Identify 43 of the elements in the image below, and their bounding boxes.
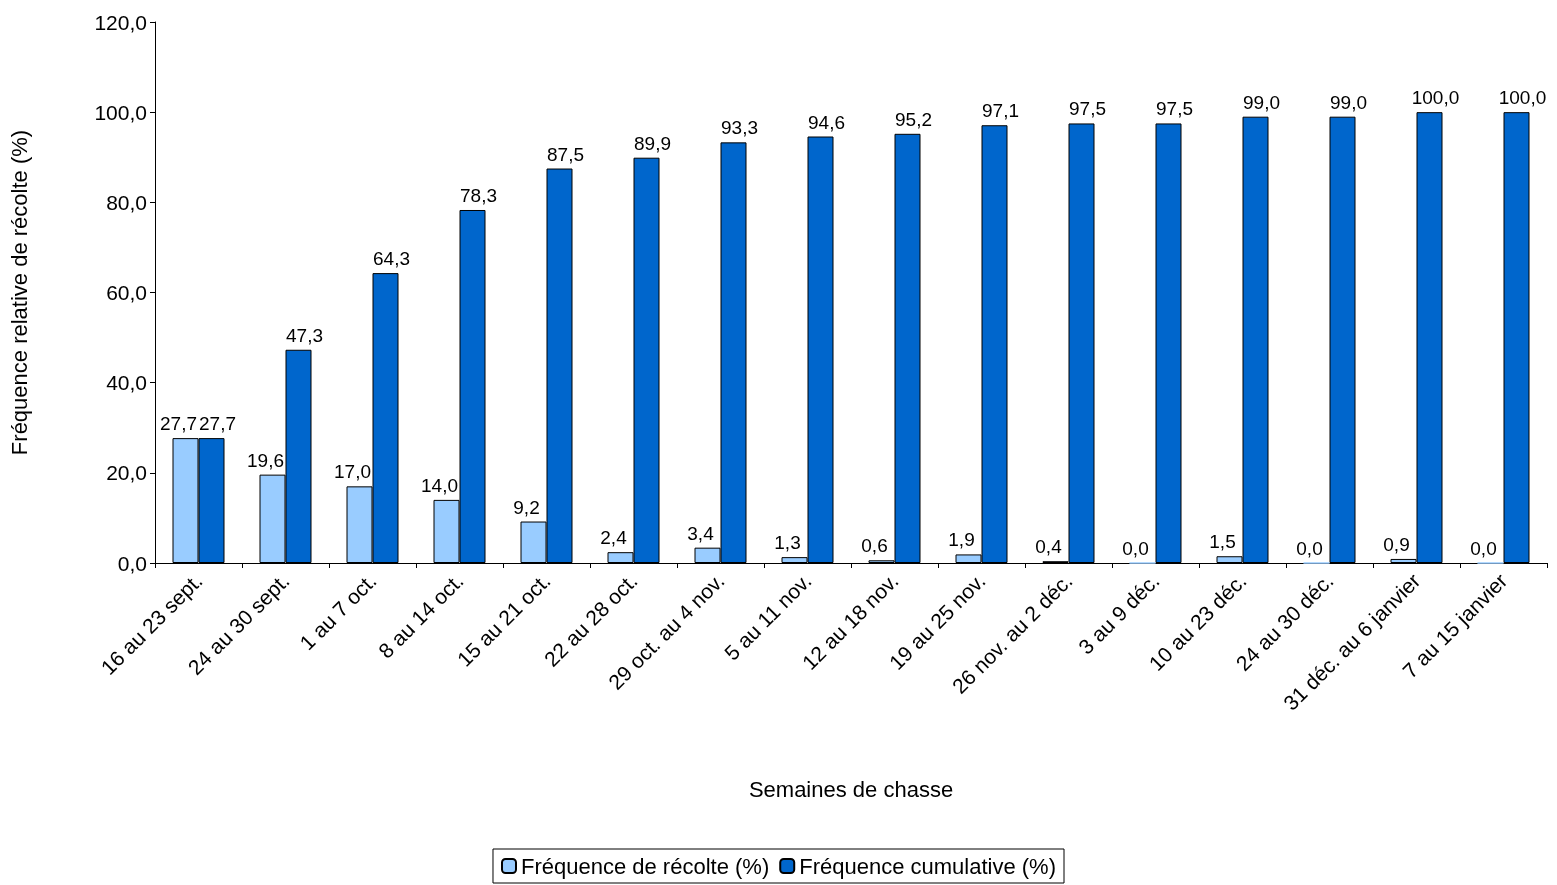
data-label: 0,4 xyxy=(1035,536,1063,558)
data-label: 97,5 xyxy=(1069,98,1106,120)
data-label: 19,6 xyxy=(247,449,284,471)
y-tick-label: 100,0 xyxy=(94,100,147,124)
data-label: 1,3 xyxy=(774,532,801,554)
y-tick-label: 40,0 xyxy=(106,371,147,395)
data-label: 100,0 xyxy=(1411,87,1460,109)
data-label: 1,5 xyxy=(1209,531,1236,553)
y-tick-label: 0,0 xyxy=(117,551,147,575)
data-label: 100,0 xyxy=(1498,87,1547,109)
data-label: 97,1 xyxy=(982,100,1019,122)
data-label: 78,3 xyxy=(460,185,497,206)
data-label: 94,6 xyxy=(808,111,845,133)
data-label: 0,0 xyxy=(1122,537,1149,559)
data-label: 93,3 xyxy=(721,117,758,139)
data-label: 95,2 xyxy=(895,108,932,130)
y-tick-label: 20,0 xyxy=(106,461,147,485)
data-label: 99,0 xyxy=(1330,91,1367,113)
y-tick-label: 60,0 xyxy=(106,281,147,304)
x-axis-title: Semaines de chasse xyxy=(748,776,954,802)
y-tick-label: 80,0 xyxy=(106,190,147,214)
y-tick-label: 120,0 xyxy=(94,10,147,34)
data-label: 64,3 xyxy=(373,248,410,270)
data-label: 9,2 xyxy=(513,496,540,518)
data-label: 3,4 xyxy=(687,522,715,544)
data-label: 27,7 xyxy=(199,413,236,435)
data-label: 0,0 xyxy=(1470,537,1497,559)
data-label: 0,0 xyxy=(1296,537,1323,559)
data-label: 2,4 xyxy=(600,527,628,549)
data-label: 14,0 xyxy=(421,474,458,496)
legend-label: Fréquence de récolte (%) xyxy=(521,853,770,879)
data-label: 97,5 xyxy=(1156,98,1193,120)
data-label: 27,7 xyxy=(160,413,197,435)
data-label: 47,3 xyxy=(286,324,323,346)
y-axis-title: Fréquence relative de récolte (%) xyxy=(6,129,32,456)
data-label: 1,9 xyxy=(948,529,975,551)
data-label: 89,9 xyxy=(634,132,671,154)
data-label: 17,0 xyxy=(334,461,371,483)
data-label: 87,5 xyxy=(547,143,584,165)
legend-label: Fréquence cumulative (%) xyxy=(799,853,1057,879)
data-label: 0,6 xyxy=(861,535,888,557)
data-label: 99,0 xyxy=(1243,91,1280,113)
data-label: 0,9 xyxy=(1383,533,1410,555)
